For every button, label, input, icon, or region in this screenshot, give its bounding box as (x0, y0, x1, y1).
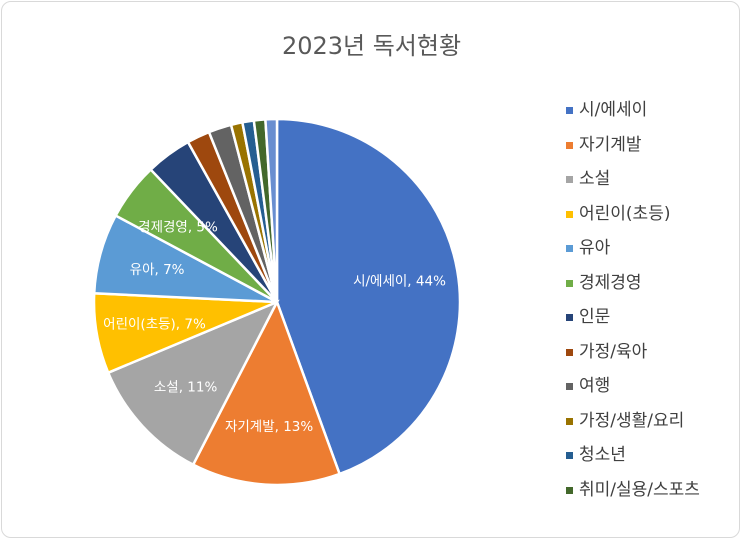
pie-slice-2 (191, 298, 342, 487)
legend-swatch (566, 486, 573, 494)
legend-item: 소설 (566, 169, 741, 204)
legend-item: 여행 (566, 376, 741, 411)
data-label-4: 어린이(초등), 7% (103, 317, 206, 333)
legend-item: 인문 (566, 307, 741, 342)
legend-label: 어린이(초등) (579, 203, 671, 224)
legend-item: 가정/육아 (566, 342, 741, 377)
pie-slice-13 (264, 117, 279, 303)
legend-swatch (566, 210, 573, 218)
legend-item: 시/에세이 (566, 100, 741, 135)
data-label-2: 자기계발, 13% (225, 419, 313, 435)
legend-item: 취미/실용/스포츠 (566, 480, 741, 515)
legend-item: 가정/생활/요리 (566, 411, 741, 446)
data-label-3: 소설, 11% (154, 379, 218, 395)
legend-item: 유아 (566, 238, 741, 273)
legend-swatch (566, 279, 573, 287)
chart-title: 2023년 독서현황 (281, 32, 462, 60)
legend-item: 자기계발 (566, 135, 741, 170)
legend-swatch (566, 107, 573, 114)
legend-label: 가정/육아 (579, 341, 648, 362)
legend-label: 인문 (579, 307, 611, 327)
pie-slice-3 (106, 299, 280, 467)
legend-label: 유아 (579, 238, 611, 258)
legend-swatch (566, 245, 573, 252)
legend-swatch (566, 176, 573, 183)
legend-item: 경제경영 (566, 273, 741, 308)
legend-label: 여행 (579, 376, 611, 396)
pie-slice-1 (275, 117, 462, 476)
legend-item: 청소년 (566, 445, 741, 480)
legend-label: 소설 (579, 169, 611, 189)
legend-item: 어린이(초등) (566, 204, 741, 239)
legend-label: 시/에세이 (579, 100, 648, 120)
data-label-1: 시/에세이, 44% (353, 273, 446, 289)
legend-label: 경제경영 (579, 272, 642, 293)
legend-swatch (566, 314, 573, 321)
legend-label: 취미/실용/스포츠 (579, 479, 700, 500)
legend-swatch (566, 452, 573, 459)
legend-swatch (566, 141, 573, 149)
legend-swatch (566, 417, 573, 425)
legend-label: 자기계발 (579, 134, 642, 155)
legend-label: 가정/생활/요리 (579, 410, 685, 431)
legend-swatch (566, 348, 573, 356)
legend-label: 청소년 (579, 445, 626, 465)
data-label-6: 경제경영, 5% (138, 220, 218, 236)
legend-swatch (566, 383, 573, 390)
data-label-5: 유아, 7% (130, 262, 185, 278)
